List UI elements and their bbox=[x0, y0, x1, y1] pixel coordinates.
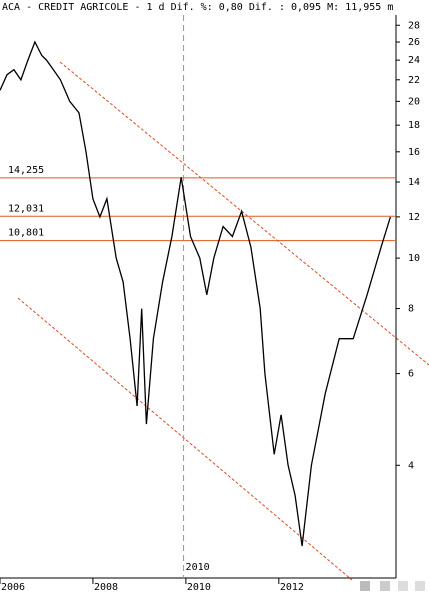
y-tick-label: 24 bbox=[408, 55, 420, 66]
toolbar-icon[interactable] bbox=[380, 581, 390, 591]
chart-title: ACA - CREDIT AGRICOLE - 1 d Dif. %: 0,80… bbox=[2, 2, 393, 13]
y-tick-label: 4 bbox=[408, 460, 414, 471]
x-tick-label: 2012 bbox=[280, 582, 304, 593]
trend-line-upper bbox=[59, 61, 429, 366]
x-tick-label: 2010 bbox=[187, 582, 211, 593]
y-tick-label: 10 bbox=[408, 253, 420, 264]
y-tick-label: 14 bbox=[408, 177, 420, 188]
y-tick-label: 26 bbox=[408, 37, 420, 48]
toolbar-icon[interactable] bbox=[360, 581, 370, 591]
level-label: 10,801 bbox=[8, 228, 44, 239]
y-tick-label: 8 bbox=[408, 304, 414, 315]
cursor-label: 2010 bbox=[186, 562, 210, 573]
x-tick-label: 2008 bbox=[94, 582, 118, 593]
y-tick-label: 28 bbox=[408, 20, 420, 31]
level-label: 12,031 bbox=[8, 203, 44, 214]
x-tick-label: 2006 bbox=[1, 582, 25, 593]
toolbar bbox=[360, 581, 425, 591]
y-tick-label: 12 bbox=[408, 212, 420, 223]
level-label: 14,255 bbox=[8, 165, 44, 176]
y-tick-label: 20 bbox=[408, 96, 420, 107]
toolbar-icon[interactable] bbox=[398, 581, 408, 591]
y-tick-label: 22 bbox=[408, 75, 420, 86]
toolbar-icon[interactable] bbox=[415, 581, 425, 591]
y-tick-label: 6 bbox=[408, 369, 414, 380]
price-line bbox=[0, 40, 392, 547]
y-tick-label: 16 bbox=[408, 147, 420, 158]
y-tick-label: 18 bbox=[408, 120, 420, 131]
trend-line-lower bbox=[17, 297, 353, 581]
